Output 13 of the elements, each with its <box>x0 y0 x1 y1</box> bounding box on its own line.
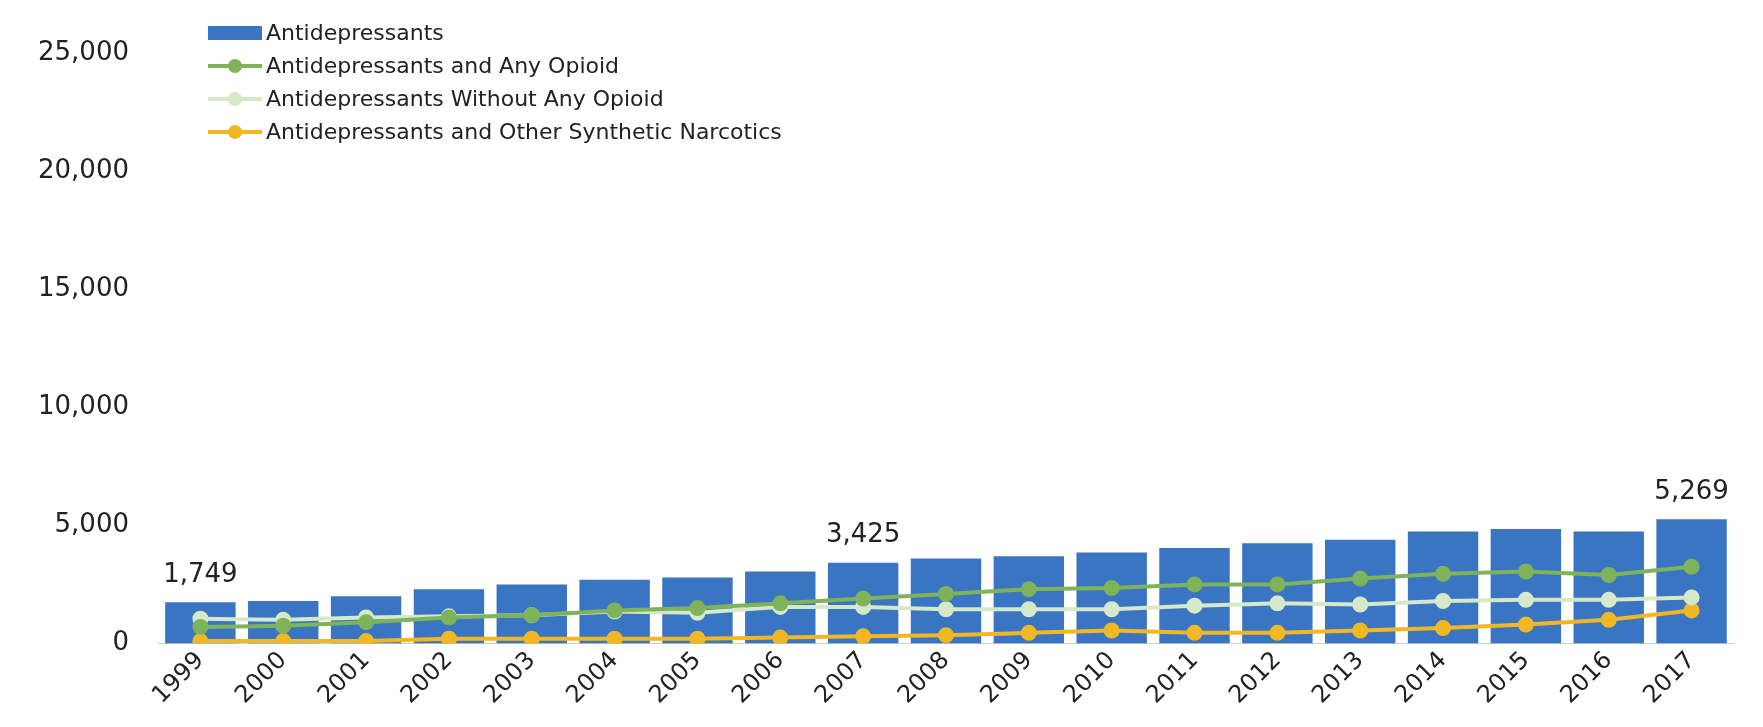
data-label: 3,425 <box>825 518 901 549</box>
y-tick-label: 25,000 <box>37 36 129 67</box>
y-tick-label: 20,000 <box>37 154 129 185</box>
legend-label: Antidepressants <box>266 19 444 47</box>
y-tick-label: 15,000 <box>37 272 129 303</box>
legend-label: Antidepressants and Any Opioid <box>266 52 620 80</box>
data-label: 5,269 <box>1654 474 1729 505</box>
y-tick-label: 10,000 <box>37 390 129 421</box>
data-label: 1,749 <box>163 557 238 588</box>
legend-label: Antidepressants Without Any Opioid <box>266 85 664 113</box>
y-tick-label: 5,000 <box>54 508 129 539</box>
legend-label: Antidepressants and Other Synthetic Narcotics <box>266 118 782 146</box>
y-tick-label: 0 <box>112 626 129 657</box>
